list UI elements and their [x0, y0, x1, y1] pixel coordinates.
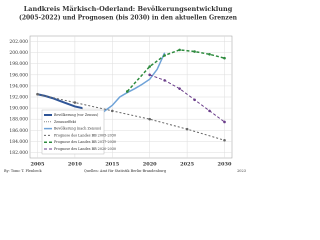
legend-label: Prognose des Landes BB 2005-2030 — [54, 133, 116, 137]
point — [193, 98, 196, 102]
chart: Landkreis Märkisch-Oderland: Bevölkerung… — [4, 5, 246, 173]
y-tick-label: 196.000 — [9, 72, 28, 78]
y-tick-label: 188.000 — [9, 117, 28, 123]
point — [185, 127, 189, 131]
x-tick-label: 2015 — [105, 162, 119, 168]
legend-label: Bevölkerung (vor Zensus) — [54, 113, 99, 117]
legend-label: Prognose des Landes BB 2020-2030 — [54, 147, 116, 151]
y-tick-label: 186.000 — [9, 128, 28, 134]
x-tick-label: 2025 — [180, 162, 194, 168]
footer-center: Quellen: Amt für Statistik Berlin-Brande… — [84, 169, 167, 173]
point — [223, 56, 226, 60]
point — [110, 109, 114, 113]
x-tick-label: 2030 — [218, 162, 232, 168]
point — [193, 50, 196, 53]
legend-label: Bevölkerung (nach Zensus) — [54, 127, 102, 131]
point — [208, 109, 211, 113]
x-tick-label: 2010 — [68, 162, 82, 168]
point — [148, 65, 152, 68]
point — [163, 79, 166, 82]
chart-title: Landkreis Märkisch-Oderland: Bevölkerung… — [24, 5, 233, 13]
x-tick-label: 2020 — [143, 162, 157, 168]
point — [223, 138, 226, 142]
y-tick-label: 200.000 — [9, 50, 28, 56]
chart-subtitle: (2005-2022) und Prognosen (bis 2030) in … — [19, 15, 238, 22]
legend-label: Prognose des Landes BB 2017-2030 — [54, 140, 116, 144]
series-line — [37, 93, 225, 141]
point — [73, 101, 77, 104]
footer-left: By: Tomc T. Plenbeck — [4, 169, 43, 173]
point — [223, 120, 226, 124]
point — [178, 87, 181, 90]
x-tick-label: 2005 — [31, 162, 45, 168]
point — [163, 54, 166, 57]
point — [208, 53, 211, 56]
legend-label: Zensuseffekt — [54, 120, 77, 124]
point — [125, 90, 129, 93]
legend-box — [41, 109, 105, 155]
point — [36, 92, 39, 96]
y-tick-label: 182.000 — [9, 150, 28, 156]
series-line — [37, 93, 83, 110]
y-tick-label: 202.000 — [9, 39, 28, 45]
y-tick-label: 190.000 — [9, 106, 28, 112]
series-line — [149, 74, 225, 123]
point — [178, 48, 181, 52]
point — [148, 117, 152, 121]
point — [148, 73, 152, 77]
y-tick-label: 184.000 — [9, 139, 28, 145]
y-tick-label: 198.000 — [9, 61, 28, 67]
footer-right: 2023 — [237, 169, 246, 173]
y-tick-label: 192.000 — [9, 95, 28, 101]
y-tick-label: 194.000 — [9, 83, 28, 89]
